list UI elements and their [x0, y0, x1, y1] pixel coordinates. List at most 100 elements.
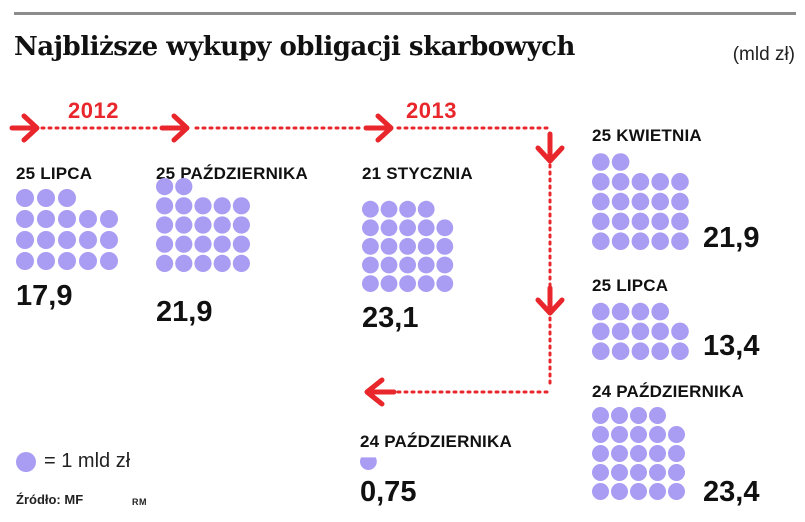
- unit-dot: [399, 219, 416, 237]
- unit-dot: [592, 483, 609, 500]
- unit-dot: [175, 178, 193, 196]
- unit-dot: [380, 200, 398, 218]
- arrow-right-icon: [9, 113, 40, 143]
- unit-dot: [671, 192, 689, 211]
- unit-dot: [592, 407, 609, 424]
- unit-dot: [436, 256, 454, 274]
- unit-dot: [592, 232, 610, 250]
- group-value: 13,4: [703, 330, 760, 362]
- group-value: 23,4: [703, 476, 760, 508]
- group-value: 21,9: [703, 222, 760, 254]
- unit-dot: [362, 238, 379, 255]
- unit-dot: [156, 254, 174, 272]
- unit-dot: [37, 252, 55, 270]
- pictogram-group: [592, 153, 689, 250]
- group-date: 25 PAŹDZIERNIKA: [156, 164, 308, 183]
- unit-dot: [611, 483, 628, 500]
- unit-dot: [399, 256, 416, 274]
- unit-dot: [232, 216, 250, 234]
- unit-dot: [16, 231, 34, 249]
- group-date: 25 LIPCA: [16, 164, 93, 183]
- unit-dot: [194, 235, 212, 253]
- pictogram-group: [360, 457, 377, 470]
- group-date: 21 STYCZNIA: [362, 164, 473, 183]
- unit-dot: [100, 210, 118, 228]
- unit-dot: [194, 216, 212, 234]
- unit-dot: [631, 212, 650, 231]
- unit-dot: [668, 483, 685, 500]
- pictogram-group: [592, 302, 689, 361]
- unit-dot: [37, 231, 55, 249]
- unit-dot: [380, 238, 398, 255]
- unit-dot: [649, 445, 666, 462]
- unit-dot: [362, 275, 379, 292]
- unit-dot: [362, 200, 379, 218]
- unit-dot: [651, 212, 669, 231]
- unit-dot: [362, 256, 379, 274]
- unit-dot: [16, 210, 34, 228]
- unit-dot: [631, 173, 650, 191]
- unit-dot: [79, 252, 97, 270]
- unit-dot: [649, 426, 666, 443]
- arrow-down-icon: [535, 131, 565, 164]
- unit-dot: [436, 275, 454, 292]
- source-note: Źródło: MF: [16, 492, 84, 507]
- unit-dot: [417, 200, 435, 218]
- unit-dot: [611, 153, 630, 171]
- credit-mark: RM: [132, 497, 147, 507]
- unit-dot: [630, 426, 647, 443]
- unit-dot: [651, 173, 669, 191]
- unit-dot: [611, 407, 628, 424]
- unit-dot: [611, 212, 630, 231]
- unit-dot: [668, 426, 685, 443]
- legend-dot-icon: [16, 452, 36, 472]
- unit-dot: [592, 302, 610, 321]
- year-label-2013: 2013: [406, 98, 457, 123]
- unit-dot: [399, 238, 416, 255]
- unit-dot: [611, 232, 630, 250]
- unit-dot: [436, 219, 454, 237]
- unit-dot: [417, 256, 435, 274]
- unit-dot: [194, 197, 212, 215]
- unit-dot: [611, 173, 630, 191]
- unit-dot: [649, 407, 666, 424]
- unit-dot: [592, 212, 610, 231]
- unit-dot: [399, 200, 416, 218]
- unit-dot: [668, 445, 685, 462]
- pictogram-group: [362, 200, 454, 292]
- unit-dot: [671, 322, 689, 341]
- partial-unit-dot: [360, 457, 377, 470]
- unit-dot: [213, 235, 231, 253]
- unit-dot: [175, 216, 193, 234]
- unit-dot: [630, 407, 647, 424]
- unit-dot: [156, 197, 174, 215]
- unit-dot: [175, 254, 193, 272]
- unit-dot: [651, 192, 669, 211]
- group-date: 25 LIPCA: [592, 276, 669, 295]
- unit-dot: [58, 252, 76, 270]
- pictogram-group: [592, 407, 685, 500]
- unit-dot: [37, 189, 55, 207]
- unit-dot: [362, 219, 379, 237]
- unit-dot: [156, 216, 174, 234]
- unit-dot: [79, 231, 97, 249]
- unit-dot: [79, 210, 97, 228]
- unit-dot: [399, 275, 416, 292]
- unit-dot: [651, 322, 669, 341]
- chart-title: Najbliższe wykupy obligacji skarbowych: [14, 32, 575, 62]
- arrow-right-icon: [159, 113, 190, 143]
- unit-dot: [592, 342, 610, 361]
- unit-dot: [37, 210, 55, 228]
- unit-dot: [417, 238, 435, 255]
- group-date: 24 PAŹDZIERNIKA: [592, 382, 744, 401]
- unit-label: (mld zł): [732, 44, 795, 65]
- unit-dot: [611, 302, 630, 321]
- unit-dot: [668, 464, 685, 481]
- unit-dot: [592, 464, 609, 481]
- unit-dot: [631, 342, 650, 361]
- arrow-left-icon: [364, 377, 397, 407]
- unit-dot: [630, 483, 647, 500]
- group-date: 25 KWIETNIA: [592, 126, 702, 145]
